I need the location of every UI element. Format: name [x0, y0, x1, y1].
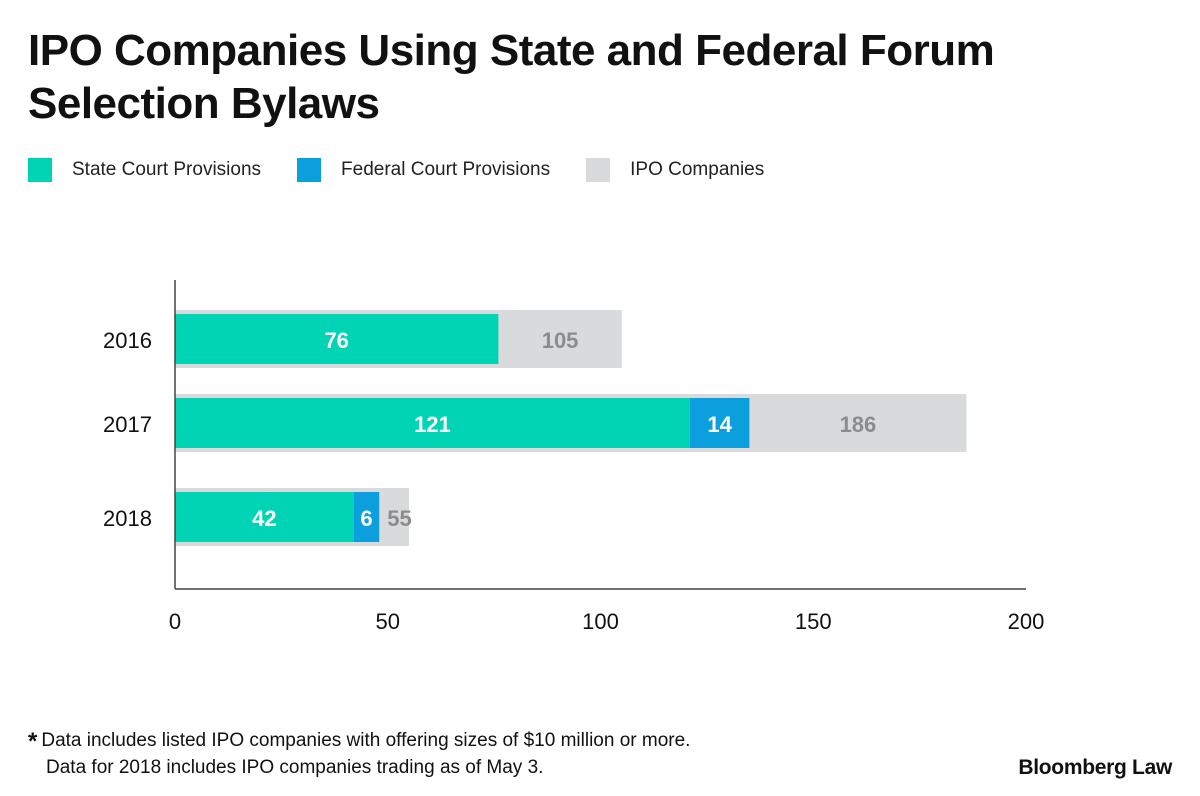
legend-label-federal-court: Federal Court Provisions — [341, 159, 551, 180]
legend-swatch-state-court — [28, 158, 52, 182]
legend-item-federal-court: Federal Court Provisions — [297, 158, 550, 182]
data-label-state-court-2018: 42 — [252, 506, 276, 531]
legend-swatch-federal-court — [297, 158, 322, 182]
bar-state-court-2018 — [175, 492, 354, 542]
x-tick-label-100: 100 — [582, 609, 619, 634]
x-tick-label-0: 0 — [169, 609, 181, 634]
data-label-state-court-2016: 76 — [324, 328, 348, 353]
chart-title-line-2: Selection Bylaws — [28, 79, 380, 128]
bar-state-court-2017 — [175, 398, 690, 448]
legend-label-ipo-companies: IPO Companies — [630, 159, 765, 180]
chart-title: IPO Companies Using State and Federal Fo… — [28, 24, 1148, 130]
data-label-ipo-companies-2017: 186 — [840, 412, 877, 437]
data-label-ipo-companies-2018: 55 — [387, 506, 411, 531]
bar-state-court-2016 — [175, 314, 499, 364]
legend: State Court Provisions Federal Court Pro… — [28, 156, 800, 184]
bar-federal-court-2018 — [353, 492, 380, 542]
bloomberg-law-logo: Bloomberg Law — [1018, 756, 1172, 779]
footnote: * Data includes listed IPO companies with… — [28, 728, 690, 781]
legend-item-ipo-companies: IPO Companies — [586, 158, 764, 182]
chart-title-line-1: IPO Companies Using State and Federal Fo… — [28, 26, 995, 75]
bar-federal-court-2017 — [689, 398, 750, 448]
y-tick-label-2017: 2017 — [103, 412, 152, 437]
footnote-line-2: Data for 2018 includes IPO companies tra… — [46, 757, 544, 778]
legend-swatch-ipo-companies — [586, 158, 611, 182]
data-label-federal-court-2017: 14 — [707, 412, 732, 437]
x-tick-label-150: 150 — [795, 609, 832, 634]
y-tick-label-2018: 2018 — [103, 506, 152, 531]
x-tick-label-200: 200 — [1008, 609, 1045, 634]
footnote-marker: * — [28, 728, 38, 755]
data-label-federal-court-2018: 6 — [360, 506, 372, 531]
legend-label-state-court: State Court Provisions — [72, 159, 262, 180]
y-tick-label-2016: 2016 — [103, 328, 152, 353]
bar-chart: 76 105 2016 121 14 186 2017 42 6 55 2018 0 50 100 150 2… — [103, 280, 1045, 634]
legend-item-state-court: State Court Provisions — [28, 158, 261, 182]
data-label-ipo-companies-2016: 105 — [542, 328, 579, 353]
x-tick-label-50: 50 — [376, 609, 400, 634]
footnote-line-1: Data includes listed IPO companies with … — [41, 730, 691, 751]
data-label-state-court-2017: 121 — [414, 412, 451, 437]
